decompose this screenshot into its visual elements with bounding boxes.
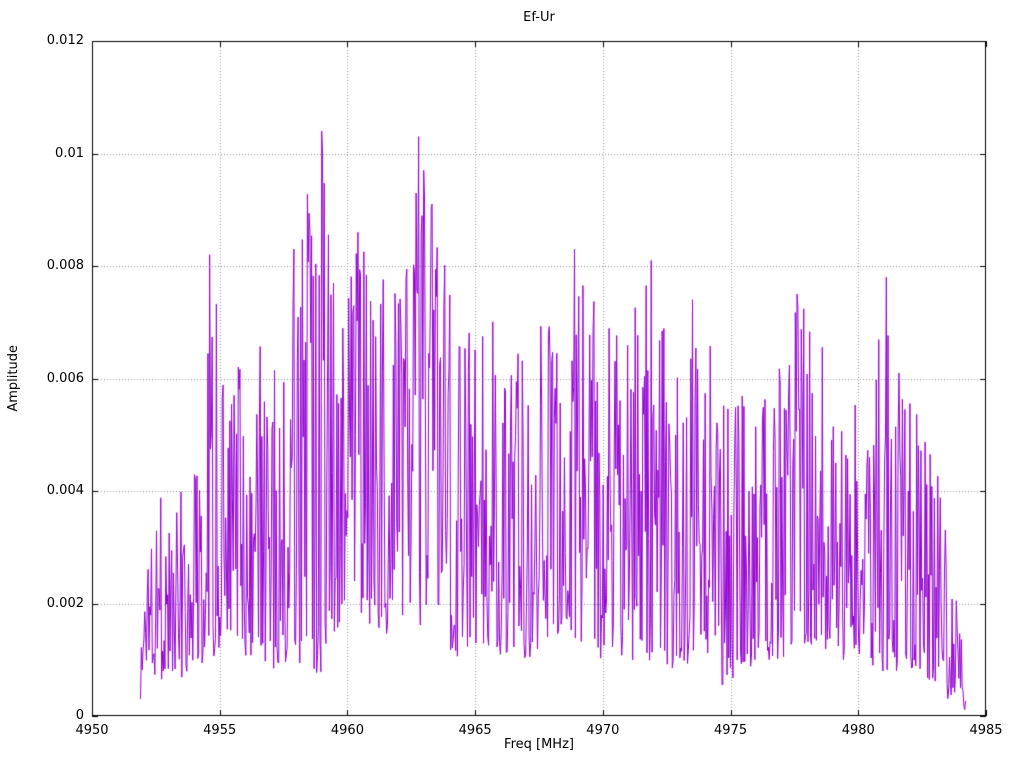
y-tick-label: 0.006 [46, 370, 84, 386]
y-tick-label: 0.002 [46, 595, 84, 611]
chart-title: Ef-Ur [523, 10, 555, 25]
x-axis-title: Freq [MHz] [504, 737, 574, 752]
x-tick-label: 4970 [586, 723, 620, 738]
y-tick-label: 0.004 [46, 483, 84, 498]
x-tick-label: 4975 [714, 723, 748, 738]
x-tick-label: 4955 [203, 723, 237, 738]
y-tick-label: 0.012 [46, 33, 84, 48]
y-tick-label: 0.008 [46, 258, 84, 273]
x-tick-label: 4980 [841, 723, 875, 738]
x-tick-label: 4965 [458, 723, 492, 738]
y-tick-label: 0.01 [55, 145, 84, 161]
x-tick-label: 4985 [969, 723, 1003, 738]
x-tick-label: 4950 [75, 723, 109, 738]
x-tick-label: 4960 [330, 723, 364, 738]
y-tick-label: 0 [75, 708, 84, 723]
